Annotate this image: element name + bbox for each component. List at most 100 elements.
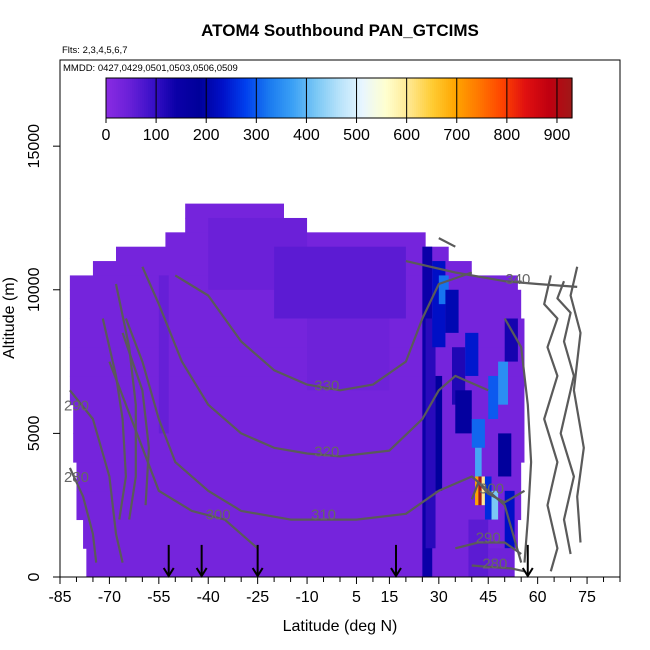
heatmap-cell <box>455 390 472 434</box>
x-axis-label: Latitude (deg N) <box>283 618 398 635</box>
colorbar-step <box>464 78 467 118</box>
colorbar-step <box>228 78 231 118</box>
colorbar-step <box>428 78 431 118</box>
colorbar-step <box>252 78 255 118</box>
colorbar-step <box>164 78 167 118</box>
colorbar-step <box>128 78 131 118</box>
colorbar-step <box>210 78 213 118</box>
colorbar-tick-label: 800 <box>494 127 521 144</box>
dates-text: MMDD: 0427,0429,0501,0503,0506,0509 <box>63 63 238 74</box>
colorbar-step <box>276 78 279 118</box>
contour-label: 340 <box>505 271 530 288</box>
colorbar-step <box>384 78 387 118</box>
colorbar-step <box>380 78 383 118</box>
colorbar-step <box>368 78 371 118</box>
colorbar-step <box>444 78 447 118</box>
contour-line <box>141 266 489 458</box>
colorbar-step <box>332 78 335 118</box>
colorbar-step <box>470 78 473 118</box>
colorbar-step <box>404 78 407 118</box>
colorbar-step <box>196 78 199 118</box>
contour-lines <box>68 237 585 573</box>
colorbar-step <box>448 78 451 118</box>
flight-arrows <box>162 544 534 578</box>
colorbar-step <box>526 78 529 118</box>
colorbar-step <box>314 78 317 118</box>
x-tick-label: -70 <box>98 589 121 606</box>
colorbar-step <box>116 78 119 118</box>
coverage-band <box>76 462 522 492</box>
contour-line <box>101 318 127 520</box>
colorbar-step <box>538 78 541 118</box>
colorbar-step <box>340 78 343 118</box>
colorbar-step <box>110 78 113 118</box>
colorbar-step <box>328 78 331 118</box>
colorbar-step <box>434 78 437 118</box>
heatmap-cell <box>498 361 508 405</box>
colorbar-step <box>438 78 441 118</box>
flight-arrow-head <box>521 567 534 578</box>
colorbar-step <box>132 78 135 118</box>
colorbar-step <box>524 78 527 118</box>
colorbar-step <box>564 78 567 118</box>
colorbar-step <box>254 78 257 118</box>
colorbar-step <box>310 78 313 118</box>
x-tick-label: 30 <box>430 589 448 606</box>
colorbar-step <box>166 78 169 118</box>
colorbar-step <box>412 78 415 118</box>
colorbar-step <box>492 78 495 118</box>
colorbar-step <box>136 78 139 118</box>
colorbar-step <box>180 78 183 118</box>
colorbar-step <box>540 78 543 118</box>
flight-arrow-head <box>162 567 175 578</box>
colorbar-step <box>170 78 173 118</box>
colorbar-step <box>468 78 471 118</box>
colorbar-step <box>250 78 253 118</box>
colorbar-step <box>262 78 265 118</box>
colorbar-step <box>202 78 205 118</box>
colorbar-step <box>544 78 547 118</box>
colorbar-step <box>268 78 271 118</box>
heatmap-cell <box>425 318 436 549</box>
coverage-band <box>73 404 525 434</box>
heatmap-cell <box>307 318 390 391</box>
colorbar-step <box>306 78 309 118</box>
colorbar-step <box>522 78 525 118</box>
colorbar-step <box>300 78 303 118</box>
colorbar-step <box>460 78 463 118</box>
colorbar-step <box>398 78 401 118</box>
chart-title: ATOM4 Southbound PAN_GTCIMS <box>201 21 479 40</box>
colorbar-step <box>160 78 163 118</box>
colorbar-step <box>370 78 373 118</box>
heatmap-cell <box>484 476 492 520</box>
colorbar-step <box>518 78 521 118</box>
colorbar-step <box>482 78 485 118</box>
coverage-band <box>185 203 284 219</box>
colorbar-step <box>478 78 481 118</box>
heatmap-cell <box>491 490 499 520</box>
colorbar-step <box>456 78 459 118</box>
colorbar-step <box>476 78 479 118</box>
colorbar-step <box>450 78 453 118</box>
colorbar-step <box>172 78 175 118</box>
colorbar-step <box>192 78 195 118</box>
colorbar-step <box>392 78 395 118</box>
colorbar-step <box>294 78 297 118</box>
colorbar-step <box>358 78 361 118</box>
colorbar-step <box>472 78 475 118</box>
colorbar-step <box>234 78 237 118</box>
colorbar-step <box>496 78 499 118</box>
colorbar-step <box>452 78 455 118</box>
colorbar-tick-label: 200 <box>193 127 220 144</box>
colorbar-step <box>550 78 553 118</box>
colorbar-step <box>474 78 477 118</box>
colorbar-gradient <box>106 78 573 118</box>
colorbar-step <box>304 78 307 118</box>
heatmap-cell <box>475 447 482 477</box>
colorbar-step <box>376 78 379 118</box>
colorbar-step <box>382 78 385 118</box>
colorbar-step <box>324 78 327 118</box>
colorbar-step <box>280 78 283 118</box>
colorbar-step <box>278 78 281 118</box>
colorbar-step <box>238 78 241 118</box>
